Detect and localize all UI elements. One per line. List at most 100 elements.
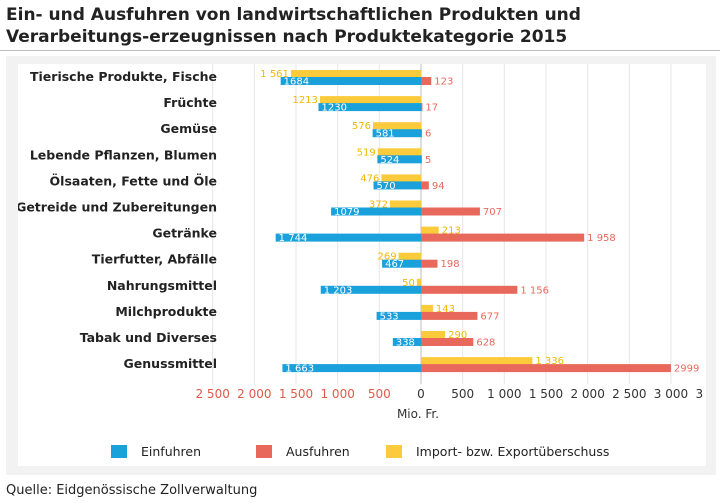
ausfuhren-value-label: 1 958 bbox=[587, 233, 616, 244]
ueberschuss-value-label: 1 561 bbox=[260, 69, 289, 80]
legend-label: Ausfuhren bbox=[286, 444, 350, 459]
ausfuhren-value-label: 1 156 bbox=[520, 285, 549, 296]
legend-label: Import- bzw. Exportüberschuss bbox=[416, 444, 609, 459]
ueberschuss-bar bbox=[421, 226, 439, 235]
ausfuhren-value-label: 94 bbox=[432, 181, 445, 192]
einfuhren-bar bbox=[331, 207, 421, 216]
ausfuhren-bar bbox=[421, 77, 432, 85]
einfuhren-value-label: 338 bbox=[396, 338, 415, 349]
ausfuhren-bar bbox=[421, 285, 518, 294]
einfuhren-bar bbox=[382, 259, 421, 268]
ausfuhren-value-label: 6 bbox=[425, 129, 431, 140]
ueberschuss-bar bbox=[398, 252, 421, 261]
ueberschuss-value-label: 476 bbox=[360, 173, 379, 184]
einfuhren-value-label: 467 bbox=[385, 259, 404, 270]
x-tick-label: 3 500 bbox=[695, 387, 706, 401]
category-label: Genussmittel bbox=[124, 356, 217, 371]
legend: Einfuhren Ausfuhren Import- bzw. Exportübe… bbox=[111, 444, 609, 459]
ueberschuss-value-label: 576 bbox=[352, 121, 371, 132]
ueberschuss-bar bbox=[416, 278, 421, 287]
einfuhren-bar bbox=[373, 181, 421, 190]
einfuhren-bar bbox=[282, 364, 421, 373]
category-label: Milchprodukte bbox=[115, 304, 217, 319]
category-labels: Tierische Produkte, Fische Früchte Gemüse L… bbox=[16, 69, 217, 371]
ueberschuss-bar bbox=[421, 331, 446, 339]
ueberschuss-value-label: 290 bbox=[448, 330, 467, 341]
x-tick-label: 2 500 bbox=[195, 387, 229, 401]
ausfuhren-value-label: 123 bbox=[434, 77, 453, 88]
ausfuhren-bar bbox=[421, 207, 480, 216]
ausfuhren-bar bbox=[421, 129, 422, 138]
ueberschuss-value-label: 143 bbox=[436, 304, 455, 315]
einfuhren-value-label: 1079 bbox=[334, 207, 359, 218]
ueberschuss-bar bbox=[373, 122, 421, 131]
x-tick-label: 2 000 bbox=[570, 387, 604, 401]
x-tick-label: 2 500 bbox=[612, 387, 646, 401]
einfuhren-value-label: 1230 bbox=[322, 103, 347, 114]
ausfuhren-bar bbox=[421, 181, 429, 190]
ausfuhren-bar bbox=[421, 233, 585, 242]
ausfuhren-value-label: 17 bbox=[425, 103, 438, 114]
ausfuhren-value-label: 677 bbox=[480, 311, 499, 322]
einfuhren-bar bbox=[318, 103, 421, 112]
category-label: Tabak und Diverses bbox=[80, 330, 217, 345]
ueberschuss-value-label: 213 bbox=[442, 226, 461, 237]
legend-swatch bbox=[386, 445, 402, 458]
ueberschuss-bar bbox=[319, 96, 421, 105]
bars bbox=[275, 70, 671, 373]
einfuhren-bar bbox=[372, 129, 421, 138]
legend-swatch bbox=[111, 445, 127, 458]
einfuhren-bar bbox=[392, 338, 421, 346]
ausfuhren-value-label: 628 bbox=[476, 338, 495, 349]
ueberschuss-value-label: 1 336 bbox=[535, 356, 564, 367]
einfuhren-value-label: 581 bbox=[376, 129, 395, 140]
einfuhren-bar bbox=[377, 155, 421, 164]
ueberschuss-value-label: 519 bbox=[357, 147, 376, 158]
einfuhren-value-label: 524 bbox=[380, 155, 399, 166]
category-label: Lebende Pflanzen, Blumen bbox=[30, 147, 217, 162]
title-divider bbox=[0, 50, 720, 51]
x-tick-label: 2 000 bbox=[237, 387, 271, 401]
source-note: Quelle: Eidgenössische Zollverwaltung bbox=[6, 483, 258, 498]
ueberschuss-value-label: 269 bbox=[377, 252, 396, 263]
einfuhren-value-label: 1684 bbox=[284, 77, 309, 88]
einfuhren-value-label: 533 bbox=[380, 311, 399, 322]
legend-label: Einfuhren bbox=[141, 444, 201, 459]
ausfuhren-bar bbox=[421, 364, 671, 373]
x-tick-label: 1 500 bbox=[529, 387, 563, 401]
ueberschuss-bar bbox=[377, 148, 421, 157]
ueberschuss-value-label: 372 bbox=[369, 200, 388, 211]
ueberschuss-bar bbox=[390, 200, 421, 209]
ueberschuss-bar bbox=[421, 357, 533, 366]
bar-chart: Tierische Produkte, Fische Früchte Gemüse L… bbox=[16, 64, 720, 459]
x-axis-ticks: 2 500 2 000 1 500 1 000 500 0 500 1 000 1 500 2 0… bbox=[195, 387, 720, 401]
ausfuhren-value-label: 2999 bbox=[674, 364, 699, 375]
chart-card: Tierische Produkte, Fische Früchte Gemüse L… bbox=[16, 64, 720, 466]
category-label: Ölsaaten, Fette und Öle bbox=[50, 173, 217, 188]
einfuhren-bar bbox=[280, 77, 421, 85]
einfuhren-bar bbox=[320, 285, 421, 294]
einfuhren-bar bbox=[275, 233, 421, 242]
category-label: Getränke bbox=[152, 226, 217, 241]
ausfuhren-bar bbox=[421, 338, 474, 346]
legend-swatch bbox=[256, 445, 272, 458]
ueberschuss-bar bbox=[421, 304, 433, 313]
x-tick-label: 500 bbox=[368, 387, 391, 401]
chart-title: Ein- und Ausfuhren von landwirtschaftlic… bbox=[6, 5, 581, 47]
ausfuhren-bar bbox=[421, 259, 438, 268]
x-axis-label: Mio. Fr. bbox=[397, 407, 439, 421]
ueberschuss-value-label: 1213 bbox=[292, 95, 317, 106]
x-tick-label: 500 bbox=[451, 387, 474, 401]
category-label: Tierfutter, Abfälle bbox=[92, 252, 217, 267]
ausfuhren-value-label: 198 bbox=[440, 259, 459, 270]
ueberschuss-bar bbox=[381, 174, 421, 183]
category-label: Tierische Produkte, Fische bbox=[30, 69, 217, 84]
x-tick-label: 1 000 bbox=[320, 387, 354, 401]
ueberschuss-bar bbox=[290, 70, 421, 78]
ausfuhren-bar bbox=[421, 311, 478, 320]
ueberschuss-value-label: 50 bbox=[402, 278, 415, 289]
category-label: Getreide und Zubereitungen bbox=[18, 200, 217, 215]
category-label: Nahrungsmittel bbox=[107, 278, 217, 293]
einfuhren-value-label: 1 663 bbox=[285, 364, 314, 375]
ausfuhren-bar bbox=[421, 155, 422, 164]
